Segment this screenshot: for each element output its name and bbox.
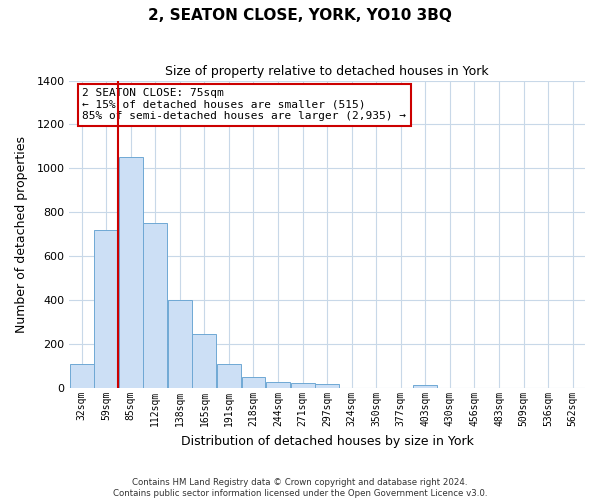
Text: Contains HM Land Registry data © Crown copyright and database right 2024.
Contai: Contains HM Land Registry data © Crown c… — [113, 478, 487, 498]
Bar — [94, 230, 118, 388]
X-axis label: Distribution of detached houses by size in York: Distribution of detached houses by size … — [181, 434, 473, 448]
Text: 2 SEATON CLOSE: 75sqm
← 15% of detached houses are smaller (515)
85% of semi-det: 2 SEATON CLOSE: 75sqm ← 15% of detached … — [82, 88, 406, 122]
Bar — [119, 158, 143, 388]
Bar — [266, 382, 290, 388]
Bar — [193, 334, 216, 388]
Bar — [290, 382, 314, 388]
Y-axis label: Number of detached properties: Number of detached properties — [15, 136, 28, 333]
Bar — [217, 364, 241, 388]
Bar — [143, 224, 167, 388]
Bar — [70, 364, 94, 388]
Text: 2, SEATON CLOSE, YORK, YO10 3BQ: 2, SEATON CLOSE, YORK, YO10 3BQ — [148, 8, 452, 22]
Title: Size of property relative to detached houses in York: Size of property relative to detached ho… — [166, 65, 489, 78]
Bar — [315, 384, 339, 388]
Bar — [168, 300, 192, 388]
Bar — [413, 385, 437, 388]
Bar — [242, 377, 265, 388]
